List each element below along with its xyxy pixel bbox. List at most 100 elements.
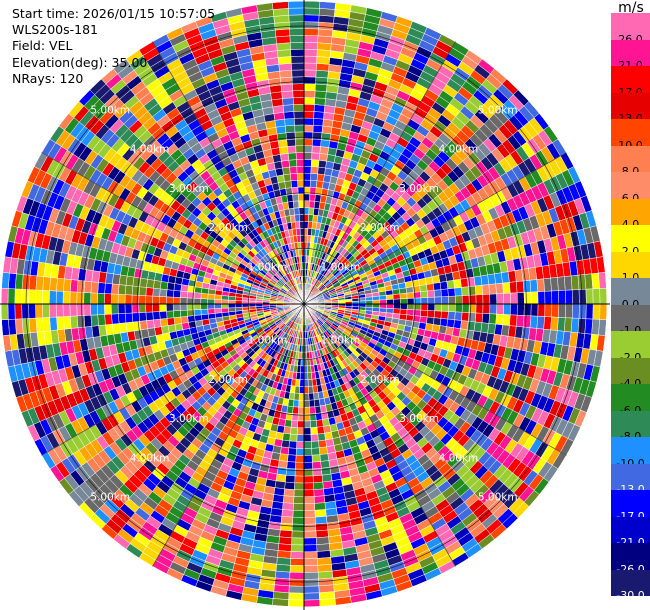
velocity-gate (379, 299, 387, 305)
velocity-gate (201, 313, 210, 321)
velocity-gate (166, 282, 176, 291)
velocity-gate (152, 311, 161, 321)
velocity-gate (303, 420, 311, 429)
velocity-gate (152, 287, 161, 297)
velocity-gate (286, 461, 296, 470)
velocity-gate (283, 426, 292, 435)
velocity-gate (570, 274, 580, 291)
velocity-gate (379, 303, 387, 309)
velocity-gate (297, 420, 305, 429)
velocity-gate (289, 571, 305, 580)
velocity-gate (303, 523, 317, 532)
velocity-gate (372, 295, 380, 301)
velocity-gate (292, 399, 300, 408)
velocity-gate (294, 475, 305, 484)
velocity-gate (312, 131, 323, 140)
velocity-gate (131, 303, 140, 314)
velocity-gate (280, 516, 294, 525)
velocity-gate (468, 312, 477, 323)
velocity-gate (138, 303, 147, 313)
velocity-gate (558, 303, 566, 318)
velocity-gate (489, 293, 498, 305)
velocity-gate (439, 281, 449, 290)
velocity-gate (426, 283, 435, 292)
velocity-gate (537, 303, 546, 317)
velocity-gate (7, 288, 16, 305)
velocity-gate (585, 303, 594, 320)
velocity-gate (393, 298, 401, 305)
velocity-gate (279, 529, 293, 539)
velocity-gate (312, 461, 322, 470)
velocity-gate (303, 62, 317, 71)
velocity-gate (90, 281, 99, 294)
velocity-gate (308, 399, 316, 408)
velocity-gate (427, 290, 435, 298)
velocity-gate (303, 48, 318, 57)
velocity-gate (49, 316, 58, 331)
velocity-gate (318, 159, 327, 169)
velocity-gate (311, 152, 321, 161)
velocity-gate (200, 303, 208, 310)
velocity-gate (62, 303, 71, 317)
velocity-gate (83, 303, 92, 316)
velocity-gate (118, 284, 127, 295)
velocity-gate (365, 296, 374, 301)
velocity-gate (303, 537, 317, 546)
velocity-gate (399, 292, 408, 300)
velocity-gate (303, 131, 314, 140)
velocity-gate (358, 297, 367, 302)
velocity-gate (440, 310, 449, 320)
velocity-gate (303, 427, 312, 436)
velocity-gate (228, 299, 236, 305)
velocity-gate (76, 280, 86, 293)
velocity-gate (35, 317, 44, 333)
velocity-gate (303, 551, 318, 560)
velocity-gate (200, 308, 209, 316)
velocity-gate (529, 315, 539, 329)
velocity-gate (317, 28, 334, 38)
velocity-gate (280, 522, 293, 532)
velocity-gate (7, 303, 16, 320)
velocity-gate (303, 386, 309, 394)
velocity-gate (303, 455, 313, 463)
velocity-gate (55, 290, 64, 305)
velocity-gate (441, 296, 449, 305)
velocity-gate (312, 124, 323, 134)
velocity-gate (319, 453, 330, 462)
velocity-gate (544, 303, 553, 318)
velocity-gate (406, 303, 415, 311)
velocity-gate (303, 76, 317, 85)
velocity-gate (294, 482, 305, 491)
velocity-gate (516, 280, 525, 294)
velocity-gate (523, 291, 532, 305)
velocity-gate (307, 372, 313, 380)
velocity-gate (131, 312, 140, 323)
velocity-gate (509, 314, 518, 327)
velocity-gate (315, 76, 328, 86)
velocity-gate (303, 104, 315, 112)
velocity-gate (139, 320, 148, 331)
velocity-gate (293, 496, 305, 504)
velocity-gate (221, 303, 229, 309)
velocity-gate (303, 28, 319, 37)
velocity-gate (292, 510, 305, 518)
velocity-gate (306, 358, 311, 367)
velocity-gate (399, 308, 408, 316)
velocity-gate (159, 318, 169, 327)
velocity-gate (516, 292, 525, 305)
velocity-gate (516, 314, 525, 328)
velocity-gate (313, 104, 326, 113)
velocity-gate (14, 288, 23, 305)
velocity-gate (303, 475, 314, 484)
velocity-gate (544, 290, 553, 305)
velocity-gate (110, 303, 119, 315)
velocity-gate (317, 35, 333, 44)
velocity-gate (392, 293, 401, 300)
velocity-gate (495, 313, 504, 326)
velocity-gate (221, 307, 229, 313)
velocity-gate (599, 303, 608, 321)
velocity-gate (35, 303, 43, 319)
velocity-gate (104, 313, 113, 326)
velocity-gate (285, 474, 296, 484)
velocity-gate (441, 303, 449, 312)
